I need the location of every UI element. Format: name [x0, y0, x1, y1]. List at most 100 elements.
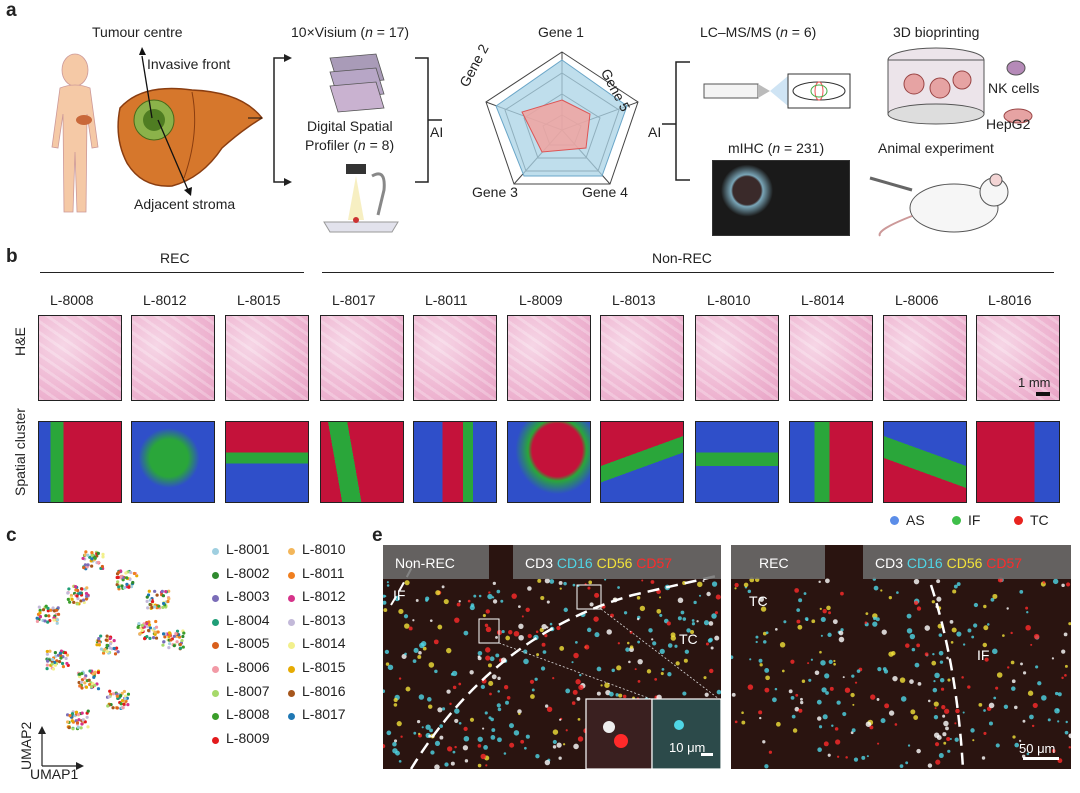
ihc-cell	[429, 728, 433, 733]
ihc-cell	[418, 732, 421, 736]
nonrec-markers: CD3 CD16 CD56 CD57	[525, 555, 672, 571]
ihc-cell	[623, 611, 628, 615]
lcms-suffix: = 6)	[787, 24, 817, 40]
umap-point	[84, 550, 88, 554]
ihc-cell	[872, 621, 878, 627]
ihc-cell	[439, 735, 444, 740]
ihc-cell	[652, 641, 657, 646]
ihc-cell	[530, 694, 535, 699]
ihc-cell	[1037, 681, 1042, 686]
ihc-cell	[415, 599, 419, 602]
umap-point	[122, 586, 127, 590]
umap-point	[101, 555, 105, 559]
legend-dot	[288, 666, 295, 673]
umap-point	[157, 604, 161, 608]
ihc-cell	[386, 730, 392, 736]
ihc-cell	[464, 759, 469, 763]
sample-label: L-8009	[519, 292, 563, 308]
ihc-cell	[485, 647, 491, 653]
umap-point	[153, 605, 157, 609]
ihc-cell	[452, 750, 456, 754]
ihc-cell	[939, 660, 944, 664]
ihc-cell	[488, 680, 494, 686]
umap-point	[115, 583, 119, 587]
ihc-cell	[684, 649, 690, 654]
nonrec-ihc-texture	[383, 564, 721, 769]
umap-point	[44, 614, 48, 618]
ihc-cell	[593, 616, 599, 622]
ihc-cell	[760, 606, 767, 612]
ihc-cell	[596, 666, 602, 672]
ihc-cell	[714, 611, 718, 615]
ihc-cell	[518, 634, 524, 641]
ihc-cell	[774, 687, 778, 691]
umap-point	[105, 643, 109, 647]
ihc-cell	[731, 692, 736, 697]
ihc-cell	[943, 720, 949, 727]
umap-point	[119, 702, 123, 706]
ihc-cell	[594, 592, 600, 598]
ihc-cell	[884, 703, 890, 709]
ihc-cell	[1064, 730, 1069, 735]
ihc-cell	[425, 724, 431, 730]
umap-point	[84, 597, 89, 601]
ihc-cell	[833, 662, 836, 666]
umap-point	[114, 646, 119, 650]
umap-point	[63, 651, 68, 655]
umap-point	[150, 600, 155, 604]
ihc-cell	[666, 621, 671, 626]
ihc-cell	[1068, 622, 1071, 626]
legend-dot	[212, 666, 219, 673]
umap-point	[113, 652, 118, 656]
ihc-cell	[477, 744, 482, 748]
ihc-cell	[797, 624, 803, 630]
ihc-cell	[973, 623, 978, 628]
ihc-cell	[1068, 733, 1071, 739]
ihc-cell	[393, 697, 398, 703]
ihc-cell	[540, 666, 546, 671]
umap-point	[77, 680, 81, 685]
ihc-cell	[463, 726, 468, 732]
umap-point	[76, 712, 80, 716]
scale-bar	[1036, 392, 1050, 396]
ihc-cell	[398, 608, 404, 615]
ihc-cell	[487, 663, 492, 668]
ihc-cell	[933, 701, 939, 707]
ihc-cell	[708, 621, 714, 626]
ihc-cell	[404, 623, 410, 629]
umap-point	[88, 682, 92, 687]
umap-point	[125, 582, 129, 586]
ihc-cell	[991, 648, 998, 655]
umap-point	[128, 577, 132, 582]
ihc-cell	[982, 642, 988, 648]
rec-scale-label: 50 μm	[1019, 741, 1056, 756]
ihc-cell	[824, 673, 830, 679]
ihc-cell	[836, 755, 840, 758]
umap-point	[77, 718, 81, 722]
ihc-cell	[794, 588, 799, 593]
ihc-cell	[485, 764, 488, 767]
ihc-cell	[559, 718, 562, 721]
ihc-cell	[970, 728, 975, 733]
spatial-cluster-tile	[883, 421, 967, 503]
ihc-cell	[1018, 739, 1022, 743]
umap-point	[115, 694, 119, 698]
ihc-cell	[763, 640, 767, 644]
ihc-cell	[636, 617, 640, 621]
ihc-cell	[840, 628, 844, 632]
legend-label: L-8009	[226, 729, 270, 746]
ihc-cell	[675, 661, 680, 666]
ihc-cell	[495, 653, 500, 658]
rec-group-label: REC	[160, 250, 190, 266]
ihc-cell	[916, 643, 921, 648]
ihc-cell	[477, 655, 481, 658]
umap-point	[80, 678, 85, 682]
umap-point	[167, 597, 171, 601]
ihc-cell	[731, 655, 734, 660]
ihc-cell	[936, 735, 942, 741]
ihc-cell	[518, 605, 521, 609]
umap-point	[112, 646, 116, 651]
ihc-cell	[798, 708, 803, 713]
ihc-cell	[851, 728, 856, 733]
visium-label: 10×Visium (n = 17)	[291, 24, 409, 40]
